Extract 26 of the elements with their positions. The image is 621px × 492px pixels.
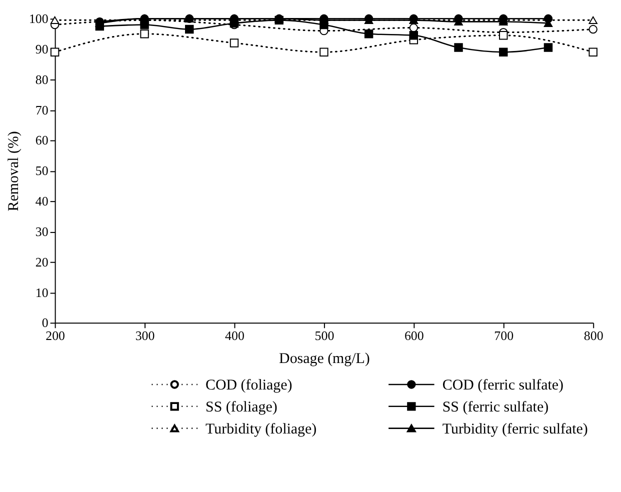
y-tick-label: 80: [35, 72, 48, 87]
x-tick-label: 300: [135, 328, 155, 344]
y-tick-label: 20: [35, 254, 48, 270]
x-tick-label: 600: [404, 328, 424, 344]
legend-label: Turbidity (ferric sulfate): [442, 421, 588, 438]
y-tick-label: 70: [35, 102, 48, 118]
legend-label: Turbidity (foliage): [206, 421, 317, 438]
y-tick-label: 50: [35, 163, 48, 178]
y-tick-label: 90: [35, 42, 48, 57]
y-tick-label: 40: [35, 194, 48, 209]
x-axis-title: Dosage (mg/L): [279, 351, 370, 368]
y-tick-label: 100: [28, 11, 48, 26]
legend-label: SS (ferric sulfate): [442, 399, 549, 416]
y-tick-label: 30: [35, 224, 48, 239]
legend-label: COD (ferric sulfate): [442, 377, 564, 394]
legend-label: SS (foliage): [206, 399, 278, 416]
y-tick-label: 60: [35, 132, 48, 148]
y-tick-label: 0: [42, 315, 48, 330]
x-tick-label: 500: [314, 328, 334, 344]
y-axis-title: Removal (%): [6, 131, 22, 212]
y-tick-label: 10: [35, 284, 48, 300]
x-tick-label: 400: [225, 328, 244, 344]
legend-label: COD (foliage): [206, 377, 292, 394]
x-tick-label: 800: [584, 328, 604, 344]
x-tick-label: 200: [46, 328, 66, 344]
x-tick-label: 700: [494, 328, 514, 344]
